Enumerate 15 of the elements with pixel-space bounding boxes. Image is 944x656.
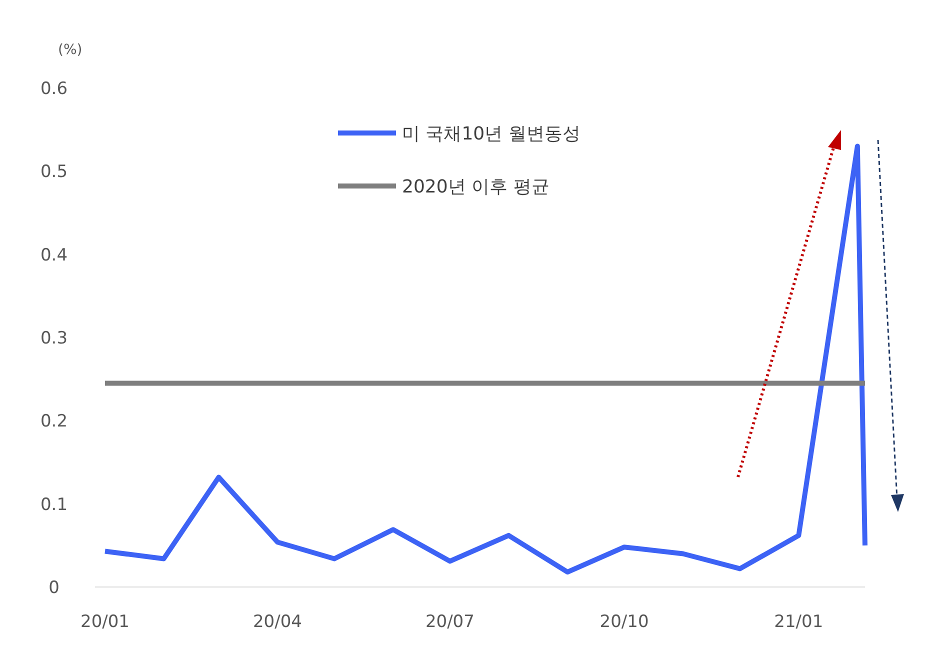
legend-label: 2020년 이후 평균	[402, 176, 550, 198]
y-tick-label: 0.1	[40, 494, 68, 515]
y-tick-label: 0.3	[40, 328, 68, 348]
y-axis-title: (%)	[58, 42, 82, 58]
x-tick-label: 20/07	[425, 612, 474, 632]
x-tick-label: 20/01	[80, 612, 130, 632]
y-tick-label: 0.6	[40, 78, 68, 99]
y-tick-label: 0	[48, 578, 60, 598]
legend-label: 미 국채10년 월변동성	[402, 123, 580, 144]
x-tick-label: 21/01	[774, 612, 824, 632]
x-tick-label: 20/04	[252, 612, 302, 632]
y-tick-label: 0.4	[40, 245, 68, 266]
y-tick-label: 0.2	[40, 412, 68, 432]
x-tick-label: 20/10	[600, 612, 649, 632]
y-tick-label: 0.5	[40, 162, 68, 182]
